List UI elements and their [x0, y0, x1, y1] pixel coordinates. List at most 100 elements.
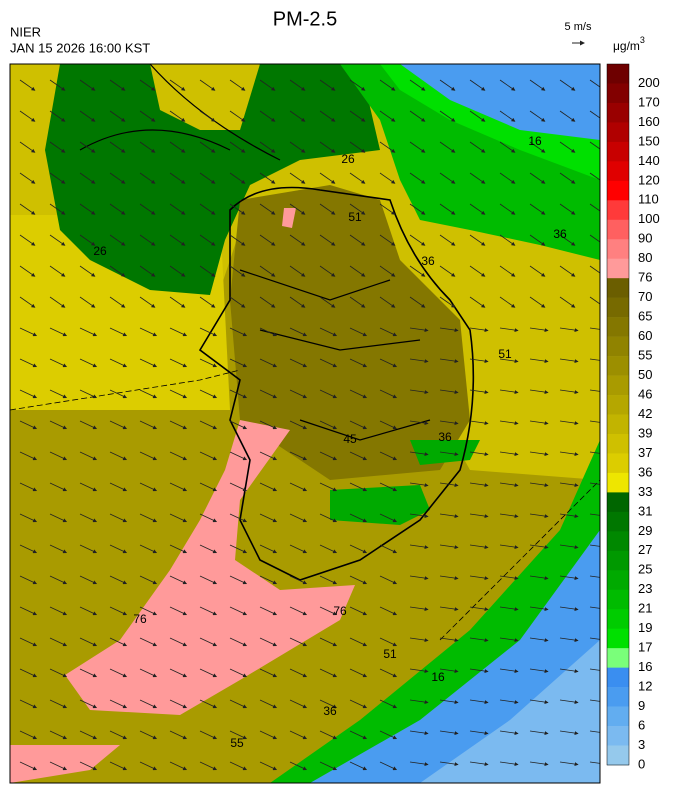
- colorbar-label: 50: [638, 367, 652, 382]
- wind-arrow: [289, 482, 308, 492]
- wind-arrow: [169, 482, 188, 492]
- wind-arrow: [529, 234, 546, 246]
- wind-arrow: [529, 110, 546, 122]
- wind-arrow: [259, 730, 278, 740]
- colorbar-swatch: [607, 433, 629, 454]
- wind-arrow: [589, 296, 600, 305]
- wind-arrow: [499, 110, 516, 122]
- wind-arrow: [109, 203, 126, 215]
- wind-arrow: [499, 451, 519, 457]
- wind-arrow: [469, 110, 486, 122]
- wind-arrow: [439, 761, 459, 767]
- wind-arrow: [49, 544, 68, 554]
- wind-arrow: [199, 389, 218, 399]
- wind-arrow: [409, 358, 429, 364]
- wind-arrow: [109, 544, 128, 554]
- wind-arrow: [589, 358, 600, 361]
- wind-arrow: [199, 575, 218, 585]
- wind-arrow: [19, 389, 38, 399]
- wind-arrow: [79, 668, 98, 678]
- colorbar-label: 100: [638, 211, 660, 226]
- wind-arrow: [19, 730, 38, 740]
- colorbar-label: 150: [638, 133, 660, 148]
- pink-region: [10, 745, 120, 783]
- wind-arrow: [589, 544, 600, 547]
- wind-arrow: [169, 172, 186, 184]
- wind-arrow: [319, 79, 336, 91]
- wind-arrow: [79, 420, 98, 430]
- wind-arrow: [499, 203, 516, 215]
- wind-arrow: [409, 389, 429, 395]
- wind-arrow: [109, 637, 128, 647]
- wind-arrow: [349, 420, 368, 430]
- wind-arrow: [379, 544, 398, 554]
- wind-arrow: [259, 482, 278, 492]
- colorbar-swatch: [607, 628, 629, 649]
- wind-arrow: [439, 420, 459, 426]
- colorbar-swatch: [607, 570, 629, 591]
- wind-arrow: [19, 420, 38, 430]
- wind-arrow: [349, 203, 366, 215]
- wind-arrow: [499, 420, 519, 426]
- wind-arrow: [199, 358, 218, 368]
- wind-arrow: [109, 730, 128, 740]
- wind-arrow: [199, 761, 218, 771]
- wind-arrow: [49, 761, 68, 771]
- wind-arrow: [379, 358, 398, 368]
- wind-arrow: [379, 699, 398, 709]
- wind-arrow: [529, 482, 549, 488]
- wind-arrow: [139, 451, 158, 461]
- wind-arrow: [19, 203, 36, 215]
- colorbar-swatch: [607, 726, 629, 746]
- wind-arrow: [529, 327, 549, 333]
- wind-arrow: [109, 141, 126, 153]
- wind-arrow: [49, 203, 66, 215]
- wind-arrow: [589, 513, 600, 516]
- wind-arrow: [259, 358, 278, 368]
- wind-arrow: [379, 141, 396, 153]
- wind-arrow: [289, 296, 306, 308]
- wind-arrow: [469, 606, 489, 612]
- wind-arrow: [139, 79, 156, 91]
- wind-arrow: [499, 141, 516, 153]
- wind-arrow: [379, 327, 398, 337]
- wind-arrow: [199, 296, 216, 308]
- wind-arrow: [499, 265, 516, 277]
- wind-arrow: [19, 606, 38, 616]
- wind-arrow: [529, 513, 549, 519]
- wind-arrow: [499, 296, 516, 308]
- wind-arrow: [289, 110, 306, 122]
- contour-label: 51: [348, 210, 362, 224]
- wind-arrow: [469, 513, 489, 519]
- wind-arrow: [19, 265, 36, 277]
- wind-arrow: [79, 389, 98, 399]
- contour-labels: 16 26 51 36 36 26 51 36 45 76 76 51 16 36 55: [93, 134, 567, 750]
- wind-arrow: [559, 420, 579, 426]
- wind-arrow: [229, 203, 246, 215]
- colorbar-swatch: [607, 375, 629, 396]
- wind-arrow: [289, 513, 308, 523]
- wind-arrow: [349, 358, 368, 368]
- colorbar-label: 23: [638, 581, 652, 596]
- wind-arrow: [529, 699, 549, 705]
- wind-arrow: [589, 761, 600, 764]
- colorbar-label: 3: [638, 737, 645, 752]
- colorbar-label: 25: [638, 562, 652, 577]
- wind-arrow: [379, 575, 398, 585]
- wind-arrow: [439, 141, 456, 153]
- wind-arrow: [79, 265, 96, 277]
- wind-arrow: [49, 172, 66, 184]
- wind-arrow: [19, 141, 36, 153]
- wind-arrow: [319, 327, 338, 337]
- wind-arrow: [589, 699, 600, 702]
- wind-arrow: [259, 110, 276, 122]
- colorbar-label: 200: [638, 75, 660, 90]
- colorbar-label: 65: [638, 309, 652, 324]
- wind-arrow: [139, 265, 156, 277]
- wind-arrow: [559, 265, 576, 277]
- wind-arrow: [559, 482, 579, 488]
- wind-arrow: [559, 699, 579, 705]
- wind-arrow: [199, 544, 218, 554]
- wind-arrow: [49, 420, 68, 430]
- wind-arrow: [79, 513, 98, 523]
